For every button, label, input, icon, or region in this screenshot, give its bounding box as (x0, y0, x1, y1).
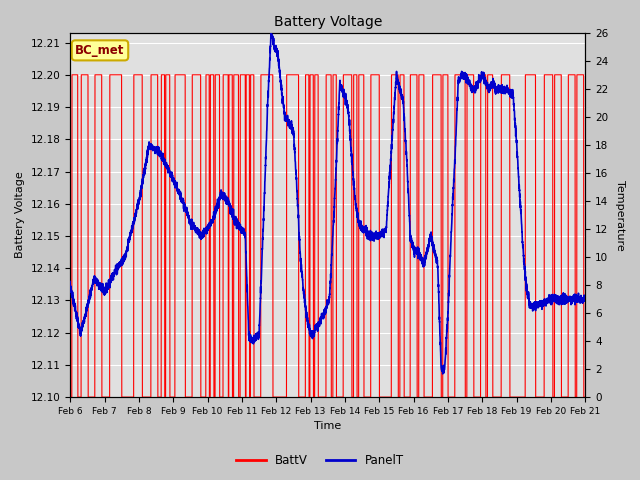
Legend: BattV, PanelT: BattV, PanelT (232, 449, 408, 472)
Title: Battery Voltage: Battery Voltage (273, 15, 382, 29)
Text: BC_met: BC_met (76, 44, 125, 57)
Y-axis label: Battery Voltage: Battery Voltage (15, 172, 25, 258)
Y-axis label: Temperature: Temperature (615, 180, 625, 251)
X-axis label: Time: Time (314, 421, 341, 432)
